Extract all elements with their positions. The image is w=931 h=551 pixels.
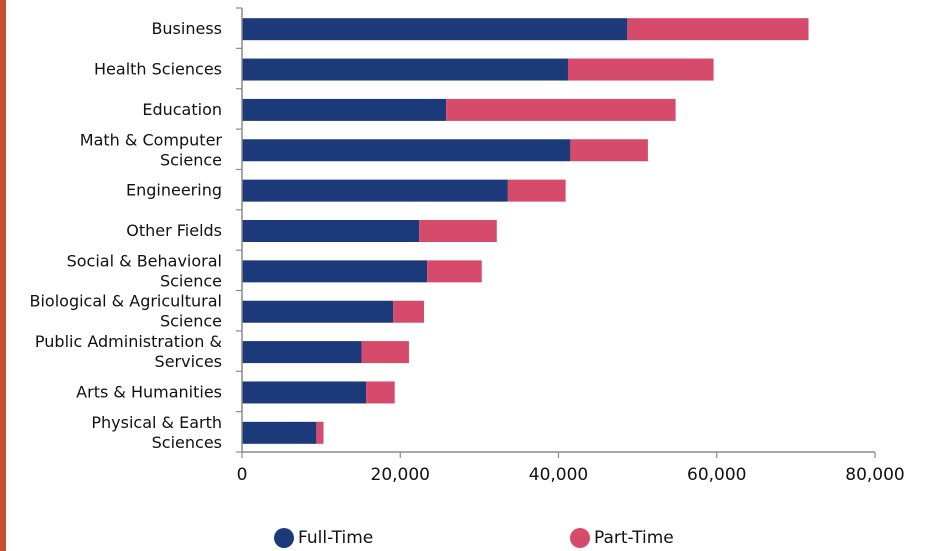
category-label-other-fields: Other Fields — [126, 221, 222, 240]
bar-part-time-public-administration-and-services — [361, 341, 409, 364]
bar-part-time-business — [627, 18, 809, 41]
category-label-health-sciences: Health Sciences — [94, 60, 222, 79]
bars-layer — [242, 18, 809, 444]
category-labels: Business Health Sciences Education Math & C… — [30, 19, 223, 452]
bar-full-time-physical-and-earth-sciences — [242, 421, 317, 444]
bar-part-time-social-and-behavioral-science — [427, 260, 482, 283]
bar-part-time-other-fields — [419, 220, 497, 242]
bar-full-time-business — [242, 18, 628, 41]
bar-full-time-education — [242, 98, 447, 121]
bar-full-time-other-fields — [242, 220, 420, 242]
legend-swatch-full-time — [274, 528, 294, 548]
bar-full-time-biological-and-agricultural-science — [242, 300, 394, 323]
bar-part-time-engineering — [507, 179, 566, 202]
legend-item-part-time: Part-Time — [570, 528, 674, 548]
category-label-education: Education — [142, 100, 222, 119]
category-label-engineering: Engineering — [126, 181, 222, 200]
left-accent-strip — [0, 0, 6, 551]
category-label-physical-and-earth-sciences: Physical & Earth Sciences — [91, 413, 222, 452]
bar-full-time-math-and-computer-science — [242, 139, 571, 162]
x-tick-label-20000: 20,000 — [371, 465, 430, 485]
bar-full-time-social-and-behavioral-science — [242, 260, 428, 283]
legend-label-full-time: Full-Time — [298, 528, 374, 548]
bar-part-time-arts-and-humanities — [366, 381, 395, 404]
x-tick-label-0: 0 — [237, 465, 248, 485]
x-tick-label-80000: 80,000 — [845, 465, 904, 485]
bar-part-time-math-and-computer-science — [570, 139, 648, 162]
bar-part-time-physical-and-earth-sciences — [316, 421, 324, 444]
legend: Full-Time Part-Time — [0, 528, 931, 551]
category-label-biological-and-agricultural-science: Biological & Agricultural Science — [30, 292, 223, 331]
bar-part-time-health-sciences — [567, 58, 714, 81]
category-label-math-and-computer-science: Math & Computer Science — [80, 130, 223, 169]
axes-layer — [236, 7, 876, 458]
x-tick-labels: 0 20,000 40,000 60,000 80,000 — [237, 465, 905, 485]
bar-full-time-arts-and-humanities — [242, 381, 367, 404]
category-label-business: Business — [151, 19, 222, 38]
category-label-public-administration-and-services: Public Administration & Services — [35, 332, 222, 371]
category-label-social-and-behavioral-science: Social & Behavioral Science — [67, 251, 222, 290]
category-label-arts-and-humanities: Arts & Humanities — [76, 382, 222, 401]
legend-label-part-time: Part-Time — [594, 528, 674, 548]
bar-part-time-education — [446, 98, 676, 121]
legend-swatch-part-time — [570, 528, 590, 548]
bar-full-time-public-administration-and-services — [242, 341, 362, 364]
bar-full-time-engineering — [242, 179, 508, 202]
bar-part-time-biological-and-agricultural-science — [393, 300, 424, 323]
x-tick-label-40000: 40,000 — [529, 465, 588, 485]
bar-full-time-health-sciences — [242, 58, 568, 81]
legend-item-full-time: Full-Time — [274, 528, 373, 548]
x-tick-label-60000: 60,000 — [687, 465, 746, 485]
